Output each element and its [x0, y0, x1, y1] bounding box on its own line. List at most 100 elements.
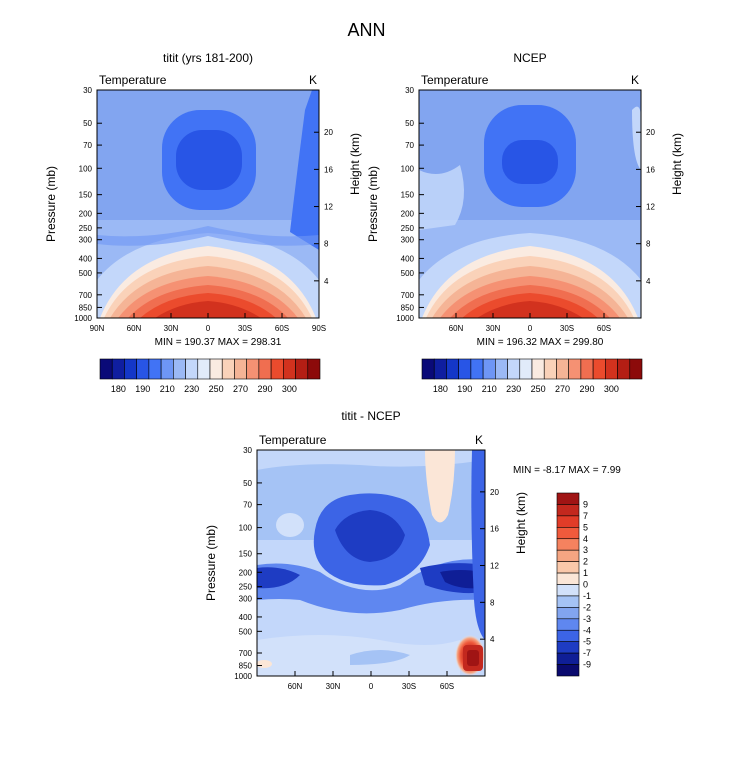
panel-1-colorbar-cell [283, 358, 296, 380]
panel-3-x-tick-label: 0 [369, 682, 374, 691]
panel-3-y-tick-label: 100 [239, 524, 253, 533]
panel-3-colorbar-label: -9 [583, 660, 591, 670]
panel-1-colorbar-cell [295, 358, 309, 380]
panel-3-stats: MIN = -8.17 MAX = 7.99 [513, 465, 621, 476]
panel-2-colorbar-cell [629, 358, 643, 380]
panel-1-stats: MIN = 190.37 MAX = 298.31 [155, 337, 282, 348]
panel-2-ylabel: Pressure (mb) [366, 166, 380, 242]
panel-3-colorbar-cell [556, 515, 580, 528]
panel-3-y-right-tick-label: 8 [490, 598, 495, 607]
panel-1-colorbar-label: 180 [111, 384, 126, 394]
panel-1-y-tick-label: 150 [79, 191, 93, 200]
panel-1-y-right-tick-label: 16 [324, 165, 333, 174]
panel-3-colorbar-label: -2 [583, 602, 591, 612]
panel-2-y-tick-label: 850 [401, 303, 415, 312]
panel-3-colorbar-cell [556, 664, 580, 677]
panel-3-y-right-tick-label: 12 [490, 562, 499, 571]
panel-2-right-label: K [631, 73, 639, 87]
panel-2-colorbar-cell [592, 358, 606, 380]
panel-2-colorbar-label: 270 [555, 384, 570, 394]
panel-2-colorbar-label: 290 [579, 384, 594, 394]
panel-2-y-tick-label: 100 [401, 164, 415, 173]
panel-3-colorbar-cell [556, 595, 580, 608]
panel-2-x-tick-label: 30S [560, 324, 574, 333]
panel-1-right-label: K [309, 73, 317, 87]
panel-1-x-tick-label: 30N [164, 324, 179, 333]
panel-3-colorbar-label: 3 [583, 545, 588, 555]
panel-3-y-right-tick-label: 16 [490, 525, 499, 534]
panel-3-colorbar-cell [556, 584, 580, 597]
panel-3-colorbar-label: 2 [583, 557, 588, 567]
panel-3-plot [256, 449, 486, 677]
panel-2-colorbar-label: 190 [457, 384, 472, 394]
panel-1-y-right-tick-label: 12 [324, 203, 333, 212]
panel-2-y-tick-label: 200 [401, 209, 415, 218]
panel-3-y-tick-label: 50 [243, 479, 252, 488]
panel-1-colorbar-cell [148, 358, 162, 380]
panel-1-ylabel-right: Height (km) [348, 133, 362, 195]
panel-3-colorbar-label: 5 [583, 522, 588, 532]
panel-1-y-tick-label: 1000 [74, 314, 92, 323]
panel-3-y-tick-label: 400 [239, 613, 253, 622]
panel-3-colorbar-label: -5 [583, 637, 591, 647]
panel-3-y-tick-label: 200 [239, 568, 253, 577]
panel-2-stats: MIN = 196.32 MAX = 299.80 [477, 337, 604, 348]
panel-2-colorbar-cell [605, 358, 618, 380]
panel-3-colorbar-cell [556, 652, 580, 665]
panel-3-ylabel-right: Height (km) [514, 492, 528, 554]
panel-2-y-tick-label: 1000 [396, 314, 414, 323]
panel-2-y-tick-label: 300 [401, 236, 415, 245]
panel-3-y-right-tick-label: 4 [490, 635, 495, 644]
dynamic-layer: titit (yrs 181-200)Temperature K305070100… [44, 51, 684, 691]
panel-2-y-tick-label: 400 [401, 254, 415, 263]
panel-2-ylabel-right: Height (km) [670, 133, 684, 195]
panel-2-colorbar-label: 250 [531, 384, 546, 394]
panel-1-y-tick-label: 70 [83, 141, 92, 150]
panel-3-ylabel: Pressure (mb) [204, 525, 218, 601]
panel-1-left-label: Temperature [99, 73, 167, 87]
panel-1-colorbar-cell [185, 358, 199, 380]
panel-1-y-tick-label: 250 [79, 224, 93, 233]
panel-2-y-right-tick-label: 20 [646, 128, 655, 137]
panel-3-colorbar-cell [556, 629, 580, 642]
panel-1-colorbar-cell [234, 358, 247, 380]
panel-2-x-tick-label: 60S [597, 324, 611, 333]
panel-1-colorbar-cell [209, 358, 223, 380]
panel-3-y-tick-label: 1000 [234, 672, 252, 681]
panel-2-colorbar-cell [617, 358, 631, 380]
panel-1-colorbar-cell [307, 358, 321, 380]
panel-1-colorbar-cell [173, 358, 186, 380]
panel-2-plot [418, 89, 642, 319]
panel-3-left-label: Temperature [259, 433, 327, 447]
panel-1-y-tick-label: 100 [79, 164, 93, 173]
panel-2-colorbar-cell [531, 358, 545, 380]
panel-1-colorbar-cell [197, 358, 211, 380]
panel-3-colorbar-cell [556, 618, 580, 631]
panel-2-colorbar-cell [446, 358, 459, 380]
panel-1-y-right-tick-label: 8 [324, 240, 329, 249]
panel-2-title: NCEP [513, 51, 546, 65]
panel-3-y-tick-label: 500 [239, 627, 253, 636]
panel-1-colorbar-cell [111, 358, 125, 380]
panel-3-colorbar-label: 0 [583, 580, 588, 590]
panel-2-colorbar-cell [580, 358, 594, 380]
panel-2-y-right-tick-label: 4 [646, 277, 651, 286]
panel-1-colorbar-cell [124, 358, 137, 380]
panel-1-x-tick-label: 90S [312, 324, 326, 333]
panel-3-y-right-tick-label: 20 [490, 488, 499, 497]
panel-1-y-tick-label: 300 [79, 236, 93, 245]
panel-2-y-tick-label: 30 [405, 86, 414, 95]
panel-3-y-tick-label: 150 [239, 550, 253, 559]
panel-2-colorbar-cell [458, 358, 472, 380]
panel-3-colorbar-cell [556, 572, 580, 585]
panel-3-colorbar-label: 7 [583, 511, 588, 521]
panel-1-colorbar-cell [99, 358, 113, 380]
panel-3-y-tick-label: 700 [239, 649, 253, 658]
panel-3-y-tick-label: 70 [243, 501, 252, 510]
panel-1-ylabel: Pressure (mb) [44, 166, 58, 242]
panel-3-y-tick-label: 250 [239, 583, 253, 592]
panel-3-colorbar-cell [556, 527, 580, 540]
panel-2-y-right-tick-label: 8 [646, 240, 651, 249]
panel-3-y-tick-label: 30 [243, 446, 252, 455]
